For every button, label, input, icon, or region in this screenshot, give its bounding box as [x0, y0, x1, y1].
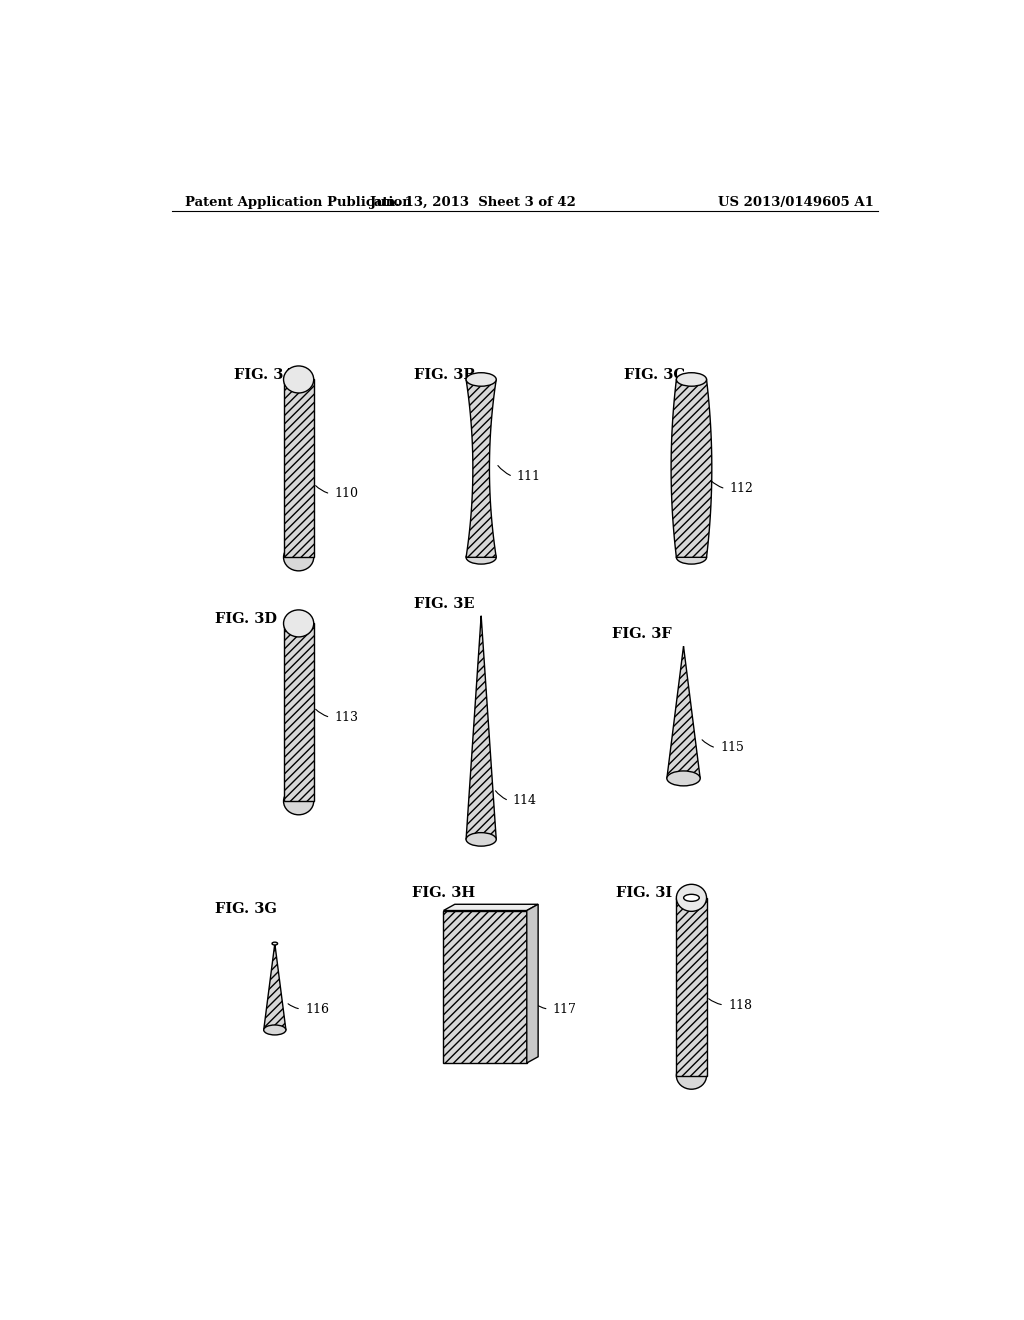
- Polygon shape: [264, 944, 286, 1030]
- Text: FIG. 3E: FIG. 3E: [414, 597, 474, 611]
- Ellipse shape: [264, 1026, 286, 1035]
- Text: 118: 118: [728, 998, 752, 1011]
- Text: US 2013/0149605 A1: US 2013/0149605 A1: [718, 195, 873, 209]
- Bar: [284, 623, 313, 801]
- Ellipse shape: [284, 366, 313, 393]
- Polygon shape: [466, 379, 497, 557]
- Text: FIG. 3C: FIG. 3C: [624, 368, 685, 381]
- Text: Jun. 13, 2013  Sheet 3 of 42: Jun. 13, 2013 Sheet 3 of 42: [371, 195, 577, 209]
- Text: FIG. 3G: FIG. 3G: [215, 902, 278, 916]
- Text: FIG. 3D: FIG. 3D: [215, 612, 278, 626]
- Text: FIG. 3A: FIG. 3A: [233, 368, 294, 381]
- Text: Patent Application Publication: Patent Application Publication: [185, 195, 412, 209]
- Polygon shape: [443, 911, 526, 1063]
- Text: FIG. 3B: FIG. 3B: [414, 368, 475, 381]
- Bar: [677, 898, 707, 1076]
- Text: 113: 113: [334, 711, 358, 723]
- Text: FIG. 3H: FIG. 3H: [412, 886, 475, 900]
- Polygon shape: [667, 647, 700, 779]
- Ellipse shape: [667, 771, 700, 785]
- Ellipse shape: [466, 550, 497, 564]
- Text: FIG. 3I: FIG. 3I: [616, 886, 672, 900]
- Ellipse shape: [284, 544, 313, 570]
- Ellipse shape: [684, 895, 699, 902]
- Text: 111: 111: [517, 470, 541, 483]
- Bar: [284, 379, 313, 557]
- Ellipse shape: [466, 372, 497, 387]
- Polygon shape: [443, 904, 539, 911]
- Ellipse shape: [466, 833, 497, 846]
- Text: 112: 112: [729, 482, 754, 495]
- Ellipse shape: [272, 942, 278, 945]
- Text: 115: 115: [720, 742, 743, 755]
- Ellipse shape: [677, 372, 707, 387]
- Text: 110: 110: [334, 487, 358, 500]
- Polygon shape: [671, 379, 712, 557]
- Ellipse shape: [284, 610, 313, 638]
- Ellipse shape: [677, 884, 707, 911]
- Text: 116: 116: [305, 1003, 329, 1015]
- Text: 114: 114: [513, 795, 537, 808]
- Polygon shape: [526, 904, 539, 1063]
- Text: 117: 117: [553, 1003, 577, 1015]
- Ellipse shape: [677, 1063, 707, 1089]
- Text: FIG. 3F: FIG. 3F: [612, 627, 672, 642]
- Ellipse shape: [284, 788, 313, 814]
- Ellipse shape: [677, 550, 707, 564]
- Polygon shape: [466, 615, 497, 840]
